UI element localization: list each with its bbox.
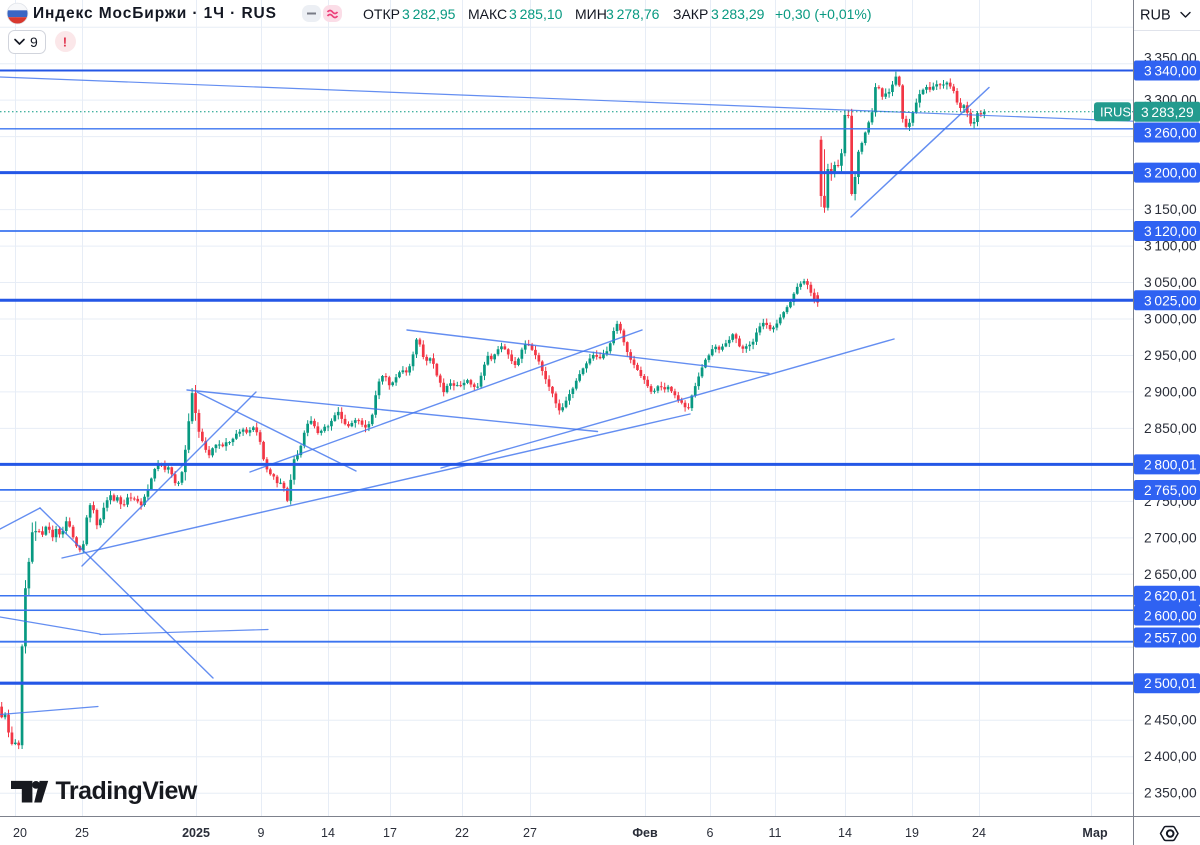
svg-text:11: 11 (769, 826, 782, 840)
svg-text:2 400,00: 2 400,00 (1144, 749, 1197, 764)
svg-text:ЗАКР: ЗАКР (673, 6, 708, 22)
svg-text:3 150,00: 3 150,00 (1144, 202, 1197, 217)
svg-text:3 025,00: 3 025,00 (1144, 293, 1197, 308)
svg-text:МИН: МИН (575, 6, 607, 22)
svg-text:МАКС: МАКС (468, 6, 507, 22)
svg-text:19: 19 (905, 826, 919, 840)
svg-text:14: 14 (838, 826, 852, 840)
svg-text:IRUS: IRUS (1100, 104, 1131, 119)
svg-text:Индекс МосБиржи · 1Ч · RUS: Индекс МосБиржи · 1Ч · RUS (33, 5, 277, 22)
svg-text:!: ! (63, 35, 67, 50)
svg-text:2 800,01: 2 800,01 (1144, 457, 1197, 472)
svg-text:Фев: Фев (632, 826, 658, 840)
svg-text:3 050,00: 3 050,00 (1144, 275, 1197, 290)
svg-text:9: 9 (258, 826, 265, 840)
svg-text:25: 25 (75, 826, 89, 840)
svg-text:3 283,29: 3 283,29 (1141, 105, 1194, 120)
svg-text:3 340,00: 3 340,00 (1144, 64, 1197, 79)
svg-text:2 700,00: 2 700,00 (1144, 530, 1197, 545)
svg-text:2 650,00: 2 650,00 (1144, 567, 1197, 582)
svg-text:3 000,00: 3 000,00 (1144, 312, 1197, 327)
svg-text:ОТКР: ОТКР (363, 6, 400, 22)
svg-text:27: 27 (523, 826, 537, 840)
svg-text:3 282,95: 3 282,95 (402, 6, 456, 22)
svg-text:3 283,29: 3 283,29 (711, 6, 765, 22)
svg-text:2 620,01: 2 620,01 (1144, 589, 1197, 604)
svg-text:2 900,00: 2 900,00 (1144, 384, 1197, 399)
svg-text:3 278,76: 3 278,76 (606, 6, 660, 22)
svg-text:+0,30 (+0,01%): +0,30 (+0,01%) (775, 6, 872, 22)
svg-text:9: 9 (30, 34, 38, 50)
svg-text:2 765,00: 2 765,00 (1144, 483, 1197, 498)
svg-text:TradingView: TradingView (56, 777, 198, 805)
svg-text:2 500,01: 2 500,01 (1144, 676, 1197, 691)
svg-text:3 285,10: 3 285,10 (509, 6, 563, 22)
svg-text:2 450,00: 2 450,00 (1144, 713, 1197, 728)
svg-text:2 350,00: 2 350,00 (1144, 786, 1197, 801)
svg-text:6: 6 (707, 826, 714, 840)
svg-text:3 100,00: 3 100,00 (1144, 239, 1197, 254)
svg-text:2 850,00: 2 850,00 (1144, 421, 1197, 436)
svg-text:24: 24 (972, 826, 986, 840)
svg-text:22: 22 (455, 826, 469, 840)
svg-text:20: 20 (13, 826, 27, 840)
svg-text:2 600,00: 2 600,00 (1144, 609, 1197, 624)
svg-text:2 950,00: 2 950,00 (1144, 348, 1197, 363)
svg-text:RUB: RUB (1140, 8, 1171, 24)
svg-text:17: 17 (383, 826, 397, 840)
svg-text:3 120,00: 3 120,00 (1144, 224, 1197, 239)
svg-text:3 200,00: 3 200,00 (1144, 166, 1197, 181)
svg-text:3 260,00: 3 260,00 (1144, 126, 1197, 141)
svg-text:Мар: Мар (1082, 826, 1108, 840)
svg-text:2025: 2025 (182, 826, 210, 840)
svg-text:14: 14 (321, 826, 335, 840)
svg-text:2 557,00: 2 557,00 (1144, 631, 1197, 646)
